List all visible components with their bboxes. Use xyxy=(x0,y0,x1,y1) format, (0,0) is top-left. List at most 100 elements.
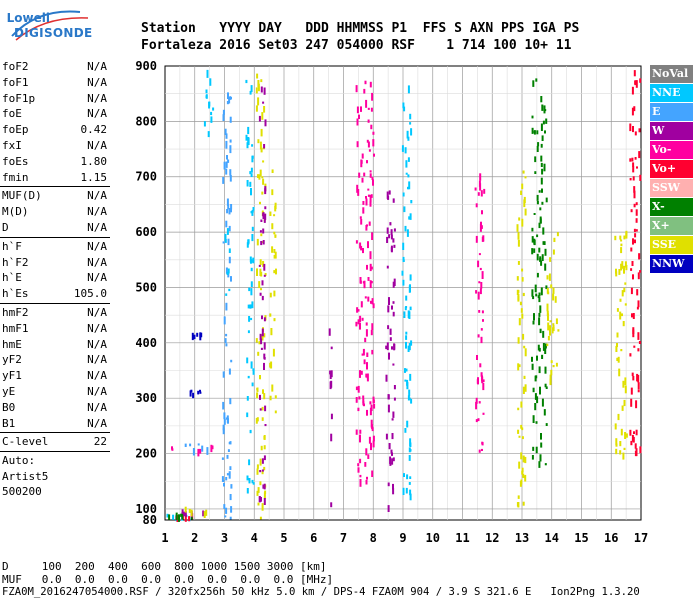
echo-point xyxy=(479,223,482,232)
echo-point xyxy=(371,470,374,477)
echo-point xyxy=(259,169,262,177)
echo-point xyxy=(625,433,628,438)
echo-point xyxy=(620,263,623,271)
echo-point xyxy=(251,301,254,309)
echo-point xyxy=(225,477,228,481)
y-axis-min-label: 80 xyxy=(143,513,157,527)
echo-point xyxy=(545,386,548,389)
echo-point xyxy=(408,216,411,220)
echo-point xyxy=(478,180,481,187)
echo-point xyxy=(520,308,523,313)
echo-point xyxy=(369,81,372,88)
echo-point xyxy=(386,265,389,269)
echo-point xyxy=(630,440,633,446)
echo-point xyxy=(479,183,482,191)
echo-point xyxy=(631,434,634,442)
echo-point xyxy=(622,321,625,327)
echo-point xyxy=(223,419,226,425)
echo-point xyxy=(409,442,412,447)
echo-point xyxy=(273,255,276,259)
param-label: yF1 xyxy=(2,369,22,383)
echo-point xyxy=(361,317,364,321)
echo-point xyxy=(248,459,251,466)
echo-point xyxy=(634,157,637,160)
echo-point xyxy=(202,510,205,517)
echo-point xyxy=(367,296,370,302)
logo-swoosh-icon xyxy=(11,10,89,41)
echo-point xyxy=(520,401,523,408)
echo-point xyxy=(544,130,546,134)
echo-point xyxy=(404,147,407,154)
echo-point xyxy=(247,126,250,135)
echo-point xyxy=(402,279,405,286)
echo-point xyxy=(259,470,262,473)
echo-point xyxy=(260,86,263,93)
echo-point xyxy=(189,390,192,397)
echo-point xyxy=(550,284,553,289)
echo-point xyxy=(368,436,371,444)
echo-point xyxy=(199,448,202,454)
echo-point xyxy=(402,256,405,262)
echo-point xyxy=(228,225,231,232)
echo-point xyxy=(635,229,638,232)
echo-point xyxy=(356,307,359,313)
echo-point xyxy=(372,440,375,448)
echo-point xyxy=(248,316,251,322)
echo-point xyxy=(522,170,525,174)
echo-point xyxy=(273,214,276,217)
echo-point xyxy=(359,429,362,434)
echo-point xyxy=(409,284,411,292)
echo-point xyxy=(619,311,622,320)
echo-point xyxy=(480,336,483,344)
echo-point xyxy=(357,319,360,325)
echo-point xyxy=(370,266,373,270)
echo-point xyxy=(407,174,410,178)
echo-point xyxy=(259,408,262,411)
echo-point xyxy=(255,418,258,424)
echo-point xyxy=(393,244,396,248)
echo-point xyxy=(256,464,259,469)
echo-point xyxy=(521,427,524,431)
echo-point xyxy=(635,218,638,223)
echo-point xyxy=(541,354,544,359)
echo-point xyxy=(261,458,264,464)
param-value: N/A xyxy=(87,321,107,335)
echo-point xyxy=(246,242,249,248)
echo-point xyxy=(552,365,555,368)
echo-point xyxy=(522,501,525,506)
echo-point xyxy=(274,395,277,399)
echo-point xyxy=(225,267,228,274)
echo-point xyxy=(405,160,408,168)
echo-point xyxy=(263,393,266,400)
legend-item: NNE xyxy=(650,84,693,102)
echo-point xyxy=(479,173,482,181)
echo-point xyxy=(534,156,537,163)
param-separator xyxy=(0,236,110,238)
echo-point xyxy=(481,210,483,215)
echo-point xyxy=(521,218,524,227)
echo-point xyxy=(263,445,266,450)
echo-point xyxy=(519,481,522,487)
echo-point xyxy=(633,203,636,208)
param-value: 1.15 xyxy=(80,170,108,184)
echo-point xyxy=(359,474,362,478)
y-tick-label: 200 xyxy=(135,447,157,461)
echo-point xyxy=(630,209,633,213)
echo-point xyxy=(226,271,229,275)
echo-point xyxy=(272,348,275,357)
echo-point xyxy=(367,277,370,281)
echo-point xyxy=(478,253,481,256)
echo-point xyxy=(402,192,405,197)
echo-point xyxy=(261,471,264,475)
echo-point xyxy=(410,398,413,404)
echo-point xyxy=(404,368,406,373)
param-label: MUF(D) xyxy=(2,189,42,203)
echo-point xyxy=(534,393,537,400)
echo-point xyxy=(262,101,265,104)
echo-point xyxy=(548,273,551,281)
echo-point xyxy=(632,176,635,181)
echo-point xyxy=(517,232,520,240)
echo-point xyxy=(228,208,231,215)
echo-point xyxy=(250,167,253,173)
echo-point xyxy=(481,310,484,314)
